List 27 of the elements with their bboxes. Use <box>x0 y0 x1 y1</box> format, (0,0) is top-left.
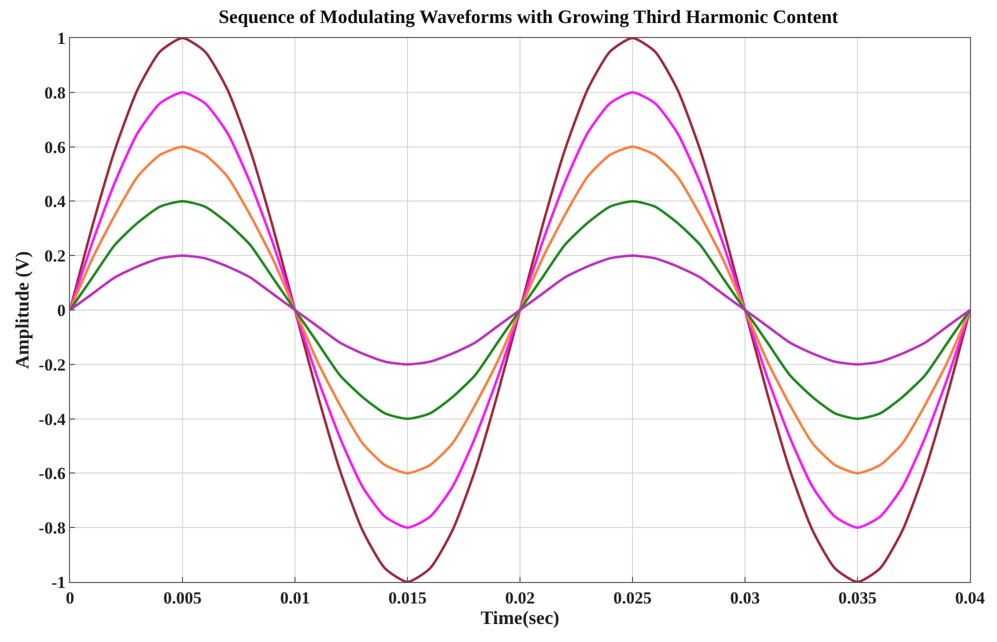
y-tick-label: -0.6 <box>38 464 66 484</box>
y-axis-title: Amplitude (V) <box>12 251 34 369</box>
chart-title: Sequence of Modulating Waveforms with Growing Third Harmonic Content <box>218 6 839 28</box>
line-series <box>70 91 970 529</box>
y-tick-label: -0.4 <box>38 410 66 429</box>
y-tick-label: 0.6 <box>44 138 66 157</box>
x-tick-label: 0.03 <box>730 588 760 608</box>
line-series <box>70 38 970 582</box>
x-tick-label: 0.02 <box>505 588 535 608</box>
y-tick-label: 0.8 <box>44 83 66 102</box>
line-series <box>70 146 970 474</box>
x-tick-label: 0.035 <box>838 588 877 608</box>
x-tick-label: 0.015 <box>388 588 427 608</box>
y-tick-label: -0.2 <box>38 355 66 374</box>
x-tick-label: 0.025 <box>613 588 652 608</box>
line-series <box>70 200 970 420</box>
x-tick-label: 0.04 <box>955 588 986 608</box>
y-tick-label: 0.2 <box>44 246 66 266</box>
y-tick-label: 0 <box>57 300 66 320</box>
x-tick-label: 0.005 <box>163 588 202 608</box>
y-tick-label: -0.8 <box>38 518 66 538</box>
y-tick-label: 1 <box>57 28 66 48</box>
line-series <box>70 254 970 366</box>
x-axis-title: Time(sec) <box>480 608 560 630</box>
x-tick-label: 0.01 <box>280 588 310 608</box>
y-tick-label: -1 <box>51 572 66 592</box>
y-tick-label: 0.4 <box>44 192 66 212</box>
